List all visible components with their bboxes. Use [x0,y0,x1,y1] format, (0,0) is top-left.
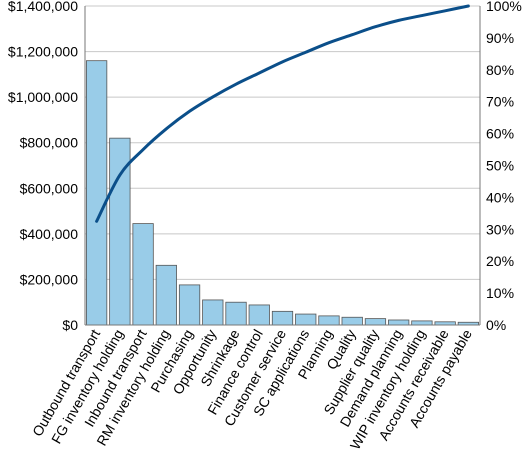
y-tick-label: $0 [62,317,78,333]
y-tick-label: $800,000 [20,135,79,151]
y2-tick-label: 40% [486,189,514,205]
bar [295,313,317,326]
bar [155,264,177,326]
bar [85,60,108,326]
y2-tick-label: 50% [486,158,514,174]
bar [318,315,340,326]
cumulative-line-layer [95,4,470,223]
bar [364,318,387,326]
y2-tick-label: 0% [486,317,506,333]
y-tick-label: $1,200,000 [8,44,78,60]
bars [85,60,480,326]
y2-tick-label: 90% [486,30,514,46]
y-tick-label: $400,000 [20,226,79,242]
y-tick-label: $200,000 [20,271,79,287]
labels: $0 $200,000 $400,000 $600,000 $800,000 $1,000… [8,0,522,452]
bar [202,299,224,326]
y2-tick-label: 60% [486,126,514,142]
bar [225,301,247,326]
y2-tick-label: 70% [486,94,514,110]
y2-tick-label: 20% [486,253,514,269]
bar [411,320,433,326]
bar [178,284,201,326]
y2-tick-label: 30% [486,221,514,237]
y-tick-label: $1,000,000 [8,89,78,105]
y2-tick-label: 80% [486,62,514,78]
bar [248,304,270,326]
y2-tick-label: 10% [486,285,514,301]
bar [132,223,154,326]
axes [84,6,481,326]
bar [388,319,410,326]
bar [341,316,363,326]
bar [271,310,294,326]
cumulative-percent-line [95,4,470,223]
y-tick-label: $1,400,000 [8,0,78,14]
y2-tick-label: 100% [486,0,522,14]
y-tick-label: $600,000 [20,180,79,196]
